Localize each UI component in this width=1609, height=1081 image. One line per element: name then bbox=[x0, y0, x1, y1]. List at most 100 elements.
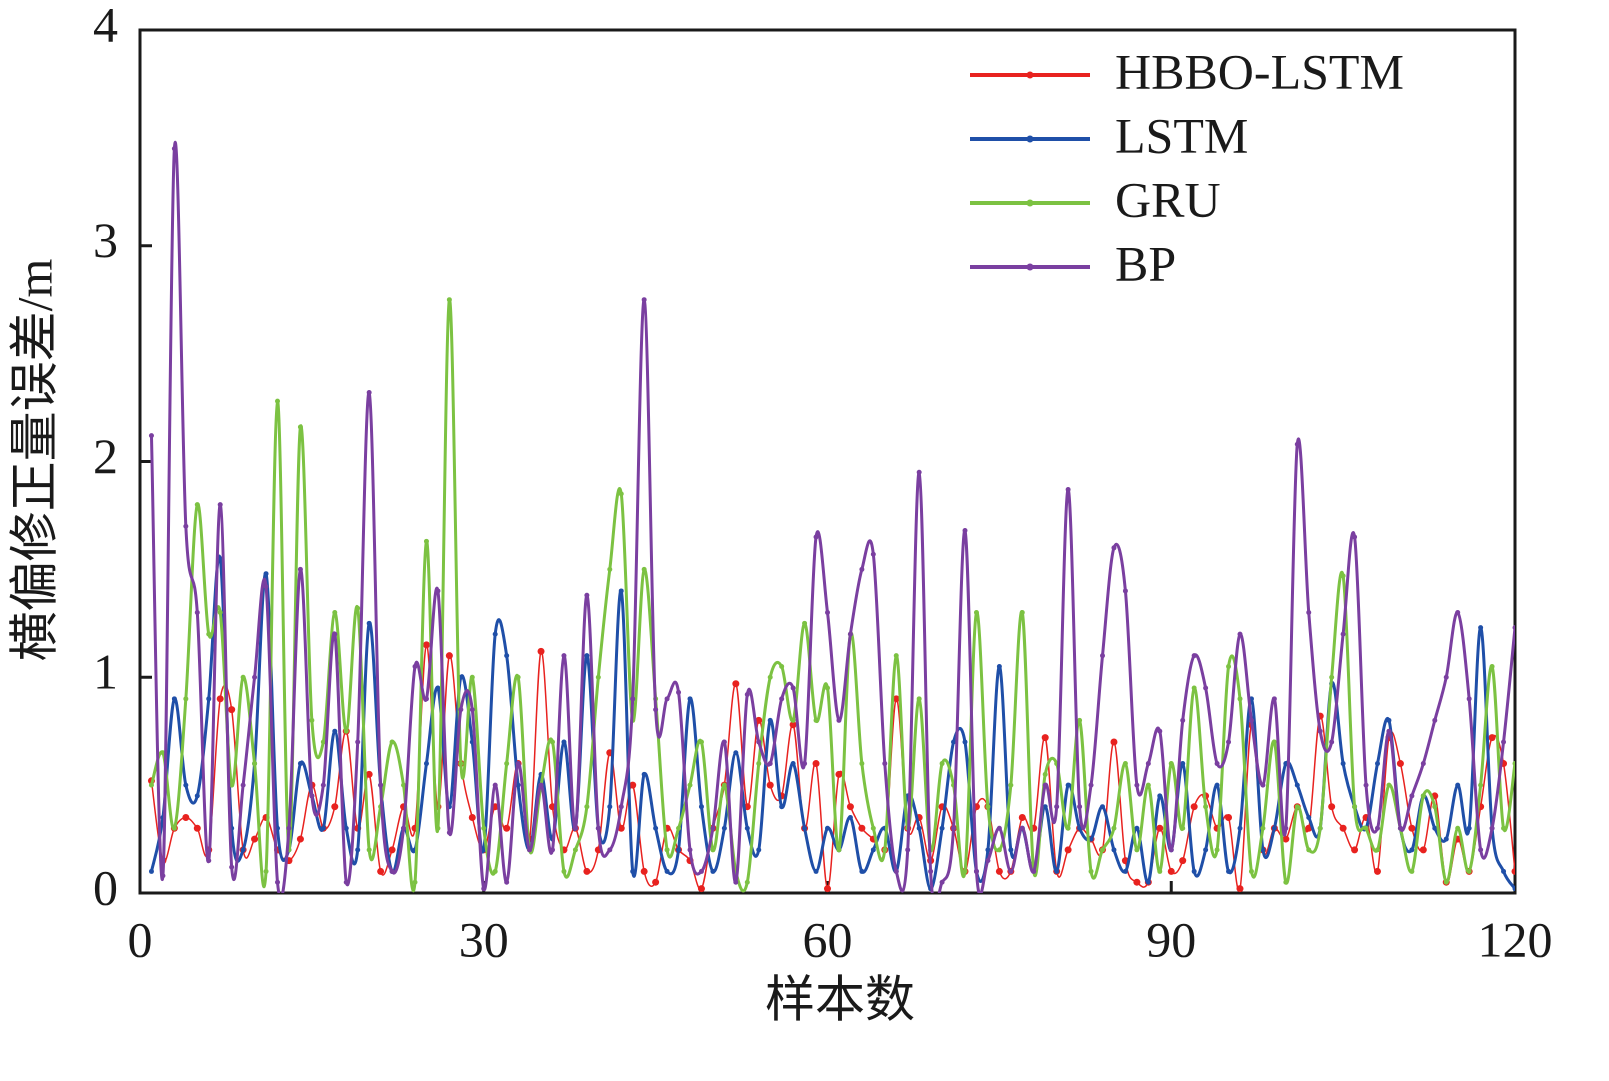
point bbox=[744, 692, 750, 698]
point bbox=[515, 782, 521, 788]
point bbox=[1214, 782, 1220, 788]
point bbox=[515, 761, 521, 767]
point bbox=[951, 825, 957, 831]
point bbox=[343, 879, 349, 885]
point bbox=[985, 858, 991, 864]
y-tick-label: 3 bbox=[93, 212, 118, 268]
point bbox=[744, 879, 750, 885]
point bbox=[355, 847, 361, 853]
point bbox=[1271, 696, 1277, 702]
point bbox=[492, 782, 498, 788]
point bbox=[813, 534, 819, 540]
point bbox=[767, 674, 773, 680]
point bbox=[1110, 738, 1118, 746]
point bbox=[1191, 685, 1197, 691]
point bbox=[653, 707, 659, 713]
point bbox=[583, 867, 591, 875]
point bbox=[607, 566, 613, 572]
point bbox=[1396, 760, 1404, 768]
point bbox=[847, 814, 853, 820]
point bbox=[412, 879, 418, 885]
point bbox=[423, 761, 429, 767]
point bbox=[1065, 782, 1071, 788]
point bbox=[1133, 878, 1141, 886]
point bbox=[492, 631, 498, 637]
point bbox=[445, 652, 453, 660]
x-tick-label: 120 bbox=[1478, 911, 1553, 967]
point bbox=[1375, 847, 1380, 853]
point bbox=[1134, 782, 1140, 788]
point bbox=[1031, 868, 1037, 874]
point bbox=[1466, 868, 1472, 874]
point bbox=[1019, 610, 1025, 616]
point bbox=[1145, 879, 1151, 885]
point bbox=[618, 588, 624, 594]
point bbox=[1420, 793, 1426, 799]
point bbox=[802, 825, 808, 831]
point bbox=[320, 825, 326, 831]
point bbox=[251, 835, 259, 843]
point bbox=[893, 868, 899, 874]
point bbox=[1409, 847, 1415, 853]
point bbox=[1511, 867, 1515, 875]
point bbox=[825, 825, 830, 831]
point bbox=[733, 879, 739, 885]
plot-area bbox=[147, 140, 1515, 893]
point bbox=[160, 873, 166, 879]
point bbox=[458, 707, 464, 713]
point bbox=[584, 592, 590, 598]
point bbox=[343, 728, 349, 734]
point bbox=[240, 674, 246, 680]
point bbox=[618, 804, 624, 810]
point bbox=[813, 717, 819, 723]
point bbox=[1409, 868, 1415, 874]
point bbox=[193, 824, 201, 832]
point bbox=[676, 825, 682, 831]
point bbox=[1122, 588, 1128, 594]
point bbox=[1283, 879, 1289, 885]
point bbox=[1386, 717, 1392, 723]
point bbox=[309, 717, 315, 723]
point bbox=[446, 830, 452, 836]
point bbox=[1225, 813, 1233, 821]
point bbox=[252, 761, 258, 767]
point bbox=[481, 886, 487, 892]
point bbox=[995, 867, 1003, 875]
point bbox=[504, 761, 510, 767]
point bbox=[1237, 631, 1243, 637]
legend-marker bbox=[1026, 71, 1034, 79]
point bbox=[1122, 761, 1128, 767]
legend-marker bbox=[1026, 199, 1034, 207]
legend-label: BP bbox=[1115, 235, 1176, 291]
point bbox=[366, 847, 372, 853]
point bbox=[515, 674, 521, 680]
point bbox=[297, 566, 303, 572]
point bbox=[756, 739, 762, 745]
point bbox=[824, 885, 831, 893]
point bbox=[1054, 804, 1060, 810]
point bbox=[206, 858, 212, 864]
point bbox=[697, 885, 705, 893]
point bbox=[779, 804, 785, 810]
point bbox=[297, 424, 303, 430]
point bbox=[194, 610, 200, 616]
point bbox=[228, 706, 236, 714]
point bbox=[366, 389, 372, 395]
point bbox=[217, 502, 223, 508]
point bbox=[263, 584, 269, 590]
point bbox=[1157, 728, 1163, 734]
point bbox=[973, 610, 979, 616]
point bbox=[389, 739, 395, 745]
point bbox=[1111, 847, 1117, 853]
point bbox=[171, 146, 177, 152]
point bbox=[320, 739, 326, 745]
point bbox=[846, 803, 854, 811]
point bbox=[309, 793, 315, 799]
point bbox=[332, 610, 338, 616]
point bbox=[1156, 824, 1164, 832]
point bbox=[985, 804, 991, 810]
point bbox=[789, 721, 797, 729]
point bbox=[641, 771, 647, 777]
point bbox=[1306, 814, 1312, 820]
